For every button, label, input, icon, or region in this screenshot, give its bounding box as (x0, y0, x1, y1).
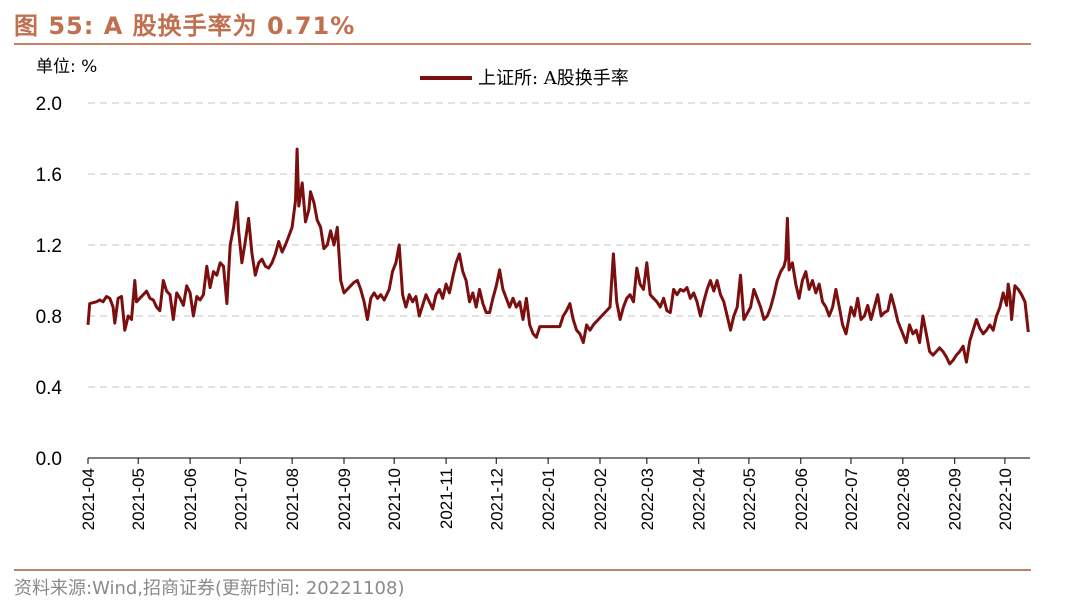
x-tick-label: 2022-05 (740, 468, 759, 530)
unit-label: 单位: % (36, 57, 97, 77)
source-note: 资料来源:Wind,招商证券(更新时间: 20221108) (14, 578, 405, 599)
y-tick-labels: 0.0 0.4 0.8 1.2 1.6 2.0 (36, 94, 63, 470)
x-tick-label: 2022-07 (842, 468, 861, 530)
y-tick-label: 0.8 (36, 307, 62, 328)
series-line-a-share-turnover (86, 147, 1030, 366)
x-tick-label: 2021-09 (335, 468, 354, 530)
x-tick-label: 2021-07 (231, 468, 250, 530)
x-tick-label: 2022-09 (946, 468, 965, 530)
x-tick-label: 2022-08 (894, 468, 913, 530)
line-chart: 0.0 0.4 0.8 1.2 1.6 2.0 2021-04 2021-05 2021-06… (36, 57, 1030, 530)
x-tick-label: 2022-01 (539, 468, 558, 530)
x-tick-label: 2021-12 (487, 468, 506, 530)
legend-label: 上证所: A股换手率 (478, 68, 629, 89)
legend: 上证所: A股换手率 (420, 68, 629, 89)
series-group (86, 147, 1030, 366)
x-tick-label: 2021-04 (79, 468, 98, 530)
y-tick-label: 0.4 (36, 378, 63, 399)
figure-title: 图 55: A 股换手率为 0.71% (14, 12, 356, 40)
source-rule (14, 569, 1031, 571)
x-tick-label: 2021-05 (129, 468, 148, 530)
x-tick-label: 2022-10 (996, 468, 1015, 530)
y-tick-label: 0.0 (36, 449, 62, 470)
x-tick-label: 2022-06 (792, 468, 811, 530)
x-tick-label: 2021-11 (437, 468, 456, 529)
x-tick-label: 2021-08 (283, 468, 302, 530)
x-tick-label: 2022-04 (690, 468, 709, 530)
axes (87, 457, 1030, 464)
y-tick-label: 1.2 (36, 236, 62, 257)
y-tick-label: 1.6 (36, 165, 62, 186)
x-tick-label: 2021-06 (181, 468, 200, 530)
x-tick-label: 2022-02 (591, 468, 610, 530)
x-tick-labels: 2021-04 2021-05 2021-06 2021-07 2021-08 2021-… (79, 468, 1015, 530)
x-tick-label: 2021-10 (385, 468, 404, 530)
title-rule (14, 43, 1031, 45)
y-tick-label: 2.0 (36, 94, 62, 115)
x-tick-label: 2022-03 (638, 468, 657, 530)
